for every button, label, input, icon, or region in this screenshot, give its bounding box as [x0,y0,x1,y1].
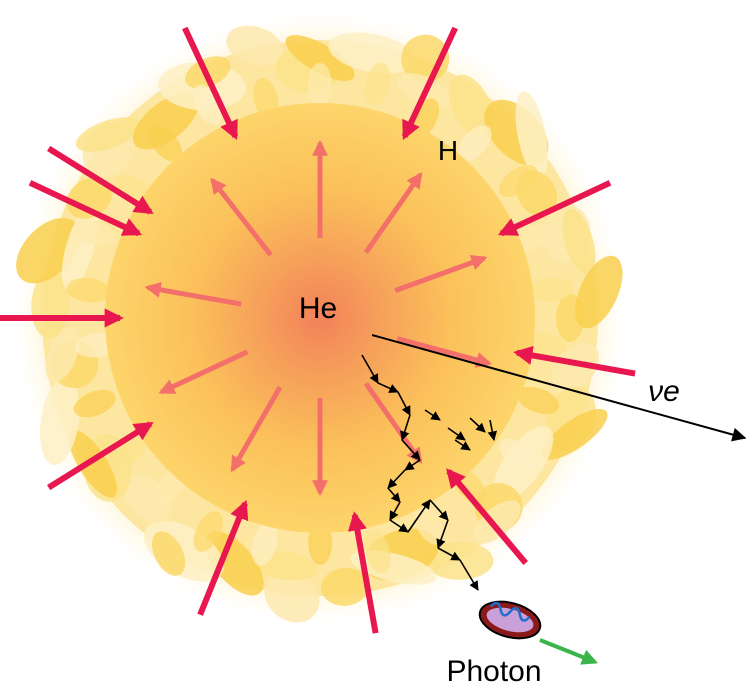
outward-arrow [396,336,493,368]
walk-step [404,459,421,471]
inward-arrow [497,180,612,237]
shell-blob [39,377,80,466]
core-label: He [299,292,337,325]
walk-step [361,354,379,384]
shell-blob [45,327,80,383]
walk-step [397,391,411,416]
inward-arrow [182,26,239,141]
walk-step [459,559,479,591]
walk-step [437,547,461,561]
photon-random-walk [361,354,498,591]
shell-blob [498,164,538,197]
shell-blob [515,91,548,178]
shell-blob [226,25,283,66]
outward-arrow [210,177,273,257]
walk-step [424,409,441,421]
walk-step [387,469,406,489]
shell-blob [193,511,223,552]
shell-blob [516,386,559,415]
walk-step [407,499,431,533]
inward-arrow [347,511,379,634]
neutrino-label: νe [648,375,680,408]
inward-arrow [401,26,458,141]
shell-blob [66,177,112,219]
inward-arrow [47,421,154,491]
shell-blob [328,32,416,74]
shell-blob [264,570,320,623]
shell-blob [109,434,148,467]
shell-blob [151,531,186,576]
walk-step [389,501,401,521]
walk-step [387,487,401,503]
shell-blob [205,531,264,596]
walk-step [436,519,449,549]
photon-inner [486,607,534,633]
outward-arrows [144,139,493,497]
inward-arrow [28,180,143,237]
outward-arrow [363,171,423,254]
outward-arrow [158,349,249,395]
walk-step [377,382,399,393]
neutrino-arrow [371,334,747,442]
photon-arrow [539,638,598,665]
shell-blob [562,209,596,275]
shell-blob [473,500,521,544]
walk-step [429,499,449,521]
shell-blob [499,438,538,471]
shell-blob [364,62,391,106]
inward-arrow [197,499,249,616]
shell-blob [66,277,111,303]
walk-step [389,519,409,533]
photon-icon [478,600,598,665]
shell-blob [365,530,391,574]
helium-core [105,103,535,533]
shell-blob [449,74,494,139]
walk-step [454,439,471,451]
shell-blob [68,430,118,498]
inward-arrows [0,26,636,634]
shell-blob [575,255,623,329]
shell-blob [321,567,369,606]
shell-blob [285,35,355,81]
walk-step [447,427,466,441]
walk-step [401,439,421,461]
shell-blob [541,408,608,460]
shell-blob [75,117,141,152]
shell-blob [73,389,116,418]
inward-arrow [513,345,636,377]
inward-arrow [47,145,154,215]
outward-arrow [394,254,488,293]
shell-blob [457,125,492,162]
shell-blob [251,522,278,566]
shell-blob [73,219,116,247]
inward-arrow [446,468,528,566]
walk-step [400,414,411,441]
shell-blob [31,270,70,339]
outward-arrow [230,386,283,473]
photon-label: Photon [446,655,541,688]
walk-step [487,419,498,441]
photon-wave [489,601,531,622]
shell-label: H [438,135,458,166]
shell-blob [148,125,183,162]
shell-blob [551,342,600,393]
shell-blob [529,277,574,302]
outward-arrow [363,382,423,465]
outward-arrow [144,281,242,307]
walk-step [469,417,486,433]
shell-blob [307,63,332,107]
